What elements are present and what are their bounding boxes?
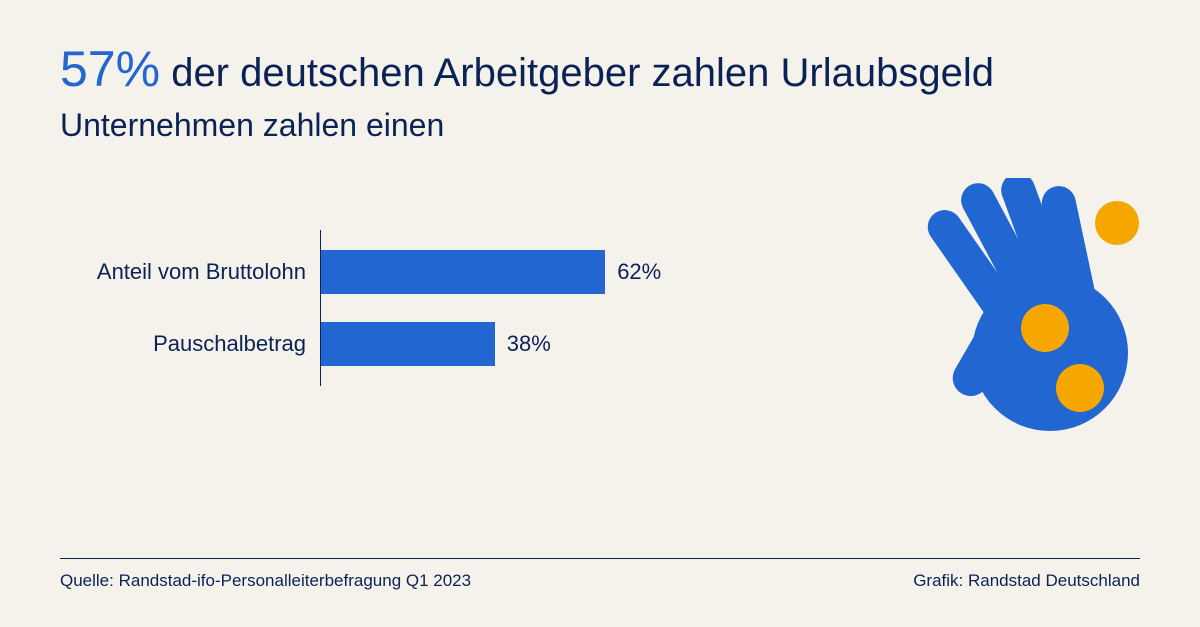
- headline-percent: 57%: [60, 41, 160, 97]
- chart-axis: [320, 230, 321, 386]
- bar-wrap: 62%: [320, 250, 780, 294]
- footer: Quelle: Randstad-ifo-Personalleiterbefra…: [60, 571, 1140, 591]
- footer-source: Quelle: Randstad-ifo-Personalleiterbefra…: [60, 571, 471, 591]
- chart-row: Pauschalbetrag 38%: [60, 322, 780, 366]
- bar: [320, 250, 605, 294]
- bar-value: 38%: [507, 331, 551, 357]
- bar-wrap: 38%: [320, 322, 780, 366]
- hand-with-coins-icon: [885, 178, 1145, 438]
- bar-value: 62%: [617, 259, 661, 285]
- footer-rule: [60, 558, 1140, 559]
- bar-label: Anteil vom Bruttolohn: [60, 259, 320, 285]
- header: 57% der deutschen Arbeitgeber zahlen Url…: [60, 38, 1140, 144]
- bar-label: Pauschalbetrag: [60, 331, 320, 357]
- chart-row: Anteil vom Bruttolohn 62%: [60, 250, 780, 294]
- subtitle: Unternehmen zahlen einen: [60, 107, 1140, 144]
- footer-credit: Grafik: Randstad Deutschland: [913, 571, 1140, 591]
- bar: [320, 322, 495, 366]
- headline-rest: der deutschen Arbeitgeber zahlen Urlaubs…: [160, 51, 994, 95]
- headline: 57% der deutschen Arbeitgeber zahlen Url…: [60, 38, 1140, 101]
- bar-chart: Anteil vom Bruttolohn 62% Pauschalbetrag…: [60, 250, 780, 366]
